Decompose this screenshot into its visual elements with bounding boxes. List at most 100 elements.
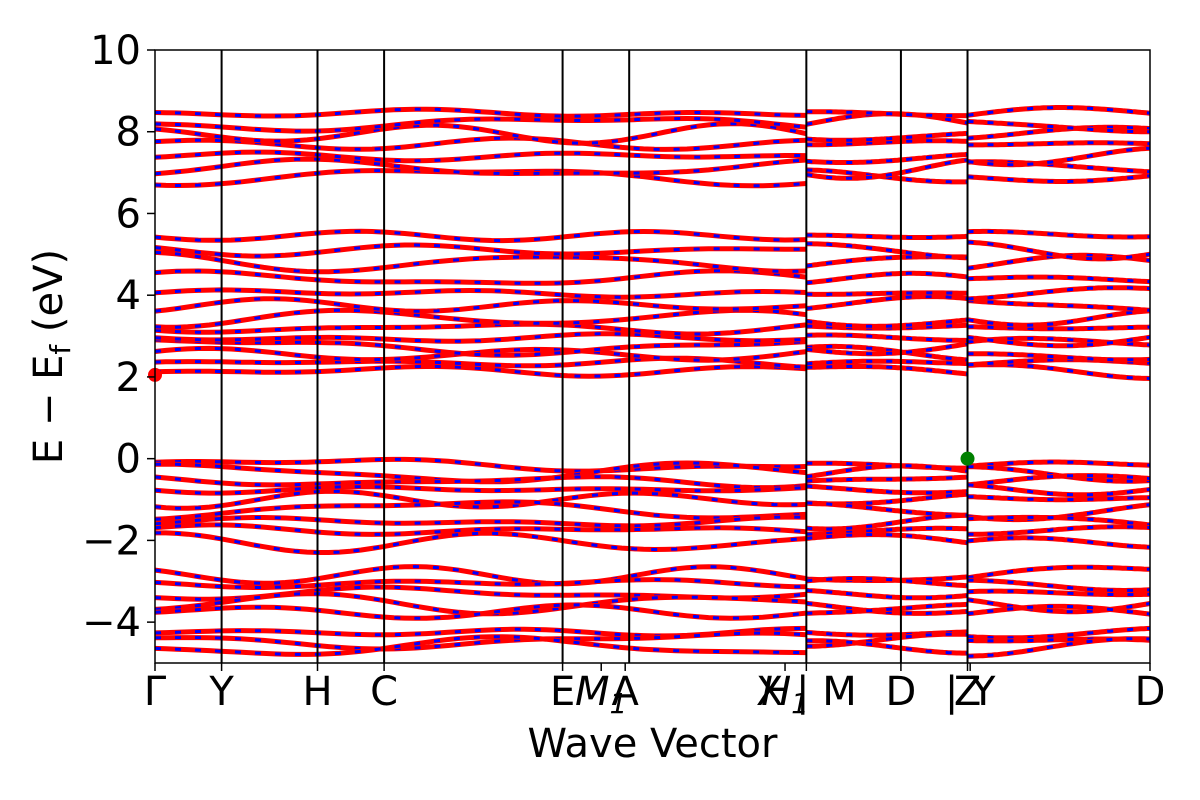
- band-line-dashed: [806, 158, 968, 180]
- x-tick-label: | Y: [945, 669, 996, 715]
- band-line-dashed: [154, 107, 807, 118]
- band-line-dashed: [154, 485, 807, 495]
- band-line: [967, 228, 1150, 240]
- band-line-dashed: [806, 295, 968, 310]
- band-line-dashed: [806, 152, 968, 164]
- band-line-dashed: [806, 630, 968, 637]
- plot-area: [154, 105, 1151, 659]
- x-tick-label: C: [370, 669, 398, 715]
- band-line: [967, 577, 1151, 593]
- band-line: [967, 636, 1151, 659]
- band-line-dashed: [806, 513, 968, 531]
- x-tick-label: Y: [208, 669, 234, 715]
- x-tick-label: X | M: [756, 669, 857, 715]
- band-line-dashed: [154, 338, 807, 357]
- band-line: [967, 351, 1151, 363]
- band-line-dashed: [806, 359, 968, 366]
- vbm-marker: [960, 451, 975, 466]
- band-line: [967, 140, 1151, 148]
- band-line-dashed: [154, 116, 807, 133]
- band-line-dashed: [154, 515, 807, 528]
- band-line-dashed: [154, 157, 807, 176]
- y-axis-label-main: E − E: [26, 355, 72, 465]
- band-line-dashed: [154, 592, 807, 616]
- y-tick-label: 10: [90, 28, 141, 74]
- band-line-dashed: [154, 365, 807, 378]
- band-line-dashed: [806, 139, 968, 147]
- band-line: [154, 149, 807, 164]
- band-line-dashed: [806, 291, 968, 296]
- band-line: [967, 459, 1151, 469]
- band-line: [967, 324, 1151, 332]
- band-line: [154, 228, 807, 244]
- band-line-dashed: [154, 457, 807, 473]
- plot-frame: [154, 49, 1151, 664]
- band-line: [967, 285, 1151, 302]
- band-line: [154, 268, 807, 286]
- extremum-markers: [148, 367, 975, 466]
- band-line-dashed: [806, 318, 968, 328]
- band-line-dashed: [806, 464, 968, 479]
- band-line: [967, 118, 1150, 135]
- band-line: [967, 274, 1151, 285]
- band-line-dashed: [154, 635, 807, 656]
- band-line-dashed: [806, 533, 968, 545]
- band-line-dashed: [806, 271, 968, 285]
- band-line-dashed: [806, 475, 968, 483]
- band-line-dashed: [806, 333, 968, 342]
- band-line-dashed: [154, 297, 807, 313]
- x-tick-label: E: [550, 669, 575, 715]
- y-axis-label: E − Ef (eV): [26, 249, 77, 464]
- x-tick-label: Z: [954, 669, 981, 715]
- y-axis-ticks: 10 8 6 4 2 0 −2 −4: [82, 28, 155, 646]
- high-symmetry-lines: [220, 50, 969, 663]
- band-line-dashed: [806, 484, 968, 495]
- band-line: [967, 173, 1151, 184]
- band-line: [967, 334, 1151, 349]
- band-line: [967, 298, 1151, 313]
- band-line-dashed: [806, 492, 968, 506]
- band-line-dashed: [154, 500, 807, 521]
- band-line-dashed: [806, 632, 968, 648]
- x-tick-label: M1: [575, 669, 627, 720]
- band-line: [967, 603, 1151, 617]
- x-tick-label: A: [612, 669, 640, 715]
- x-tick-label: H1: [761, 669, 809, 720]
- band-line-dashed: [155, 631, 807, 651]
- band-line-dashed: [154, 136, 807, 151]
- band-line-dashed: [154, 322, 807, 336]
- band-line-dashed: [154, 243, 807, 258]
- band-line: [154, 591, 807, 617]
- band-line-dashed: [806, 342, 968, 356]
- y-tick-label: 0: [116, 437, 141, 483]
- band-line: [967, 145, 1151, 168]
- band-line: [967, 625, 1151, 641]
- band-line: [154, 564, 807, 587]
- band-line: [967, 473, 1151, 488]
- y-axis-label-sub: f: [44, 344, 77, 355]
- band-line-dashed: [806, 588, 968, 600]
- band-line: [967, 535, 1151, 550]
- band-line: [154, 121, 807, 146]
- x-axis-label: Wave Vector: [528, 721, 779, 767]
- band-line: [967, 239, 1151, 262]
- y-tick-label: 6: [116, 191, 141, 237]
- y-tick-label: 4: [116, 273, 141, 319]
- band-line-dashed: [806, 344, 968, 362]
- band-line-dashed: [806, 110, 968, 118]
- band-line: [967, 588, 1151, 598]
- band-line-dashed: [154, 475, 807, 490]
- band-line-dashed: [154, 229, 807, 243]
- band-line-dashed: [154, 288, 807, 299]
- band-line-dashed: [806, 501, 968, 517]
- y-tick-label: 8: [116, 110, 141, 156]
- band-line-dashed: [806, 601, 968, 615]
- band-line: [154, 602, 807, 621]
- band-line-dashed: [154, 169, 807, 188]
- band-line-dashed: [154, 332, 807, 343]
- y-tick-label: 2: [116, 355, 141, 401]
- band-line: [154, 242, 807, 259]
- band-line-dashed: [154, 603, 807, 620]
- band-line-dashed: [806, 365, 968, 376]
